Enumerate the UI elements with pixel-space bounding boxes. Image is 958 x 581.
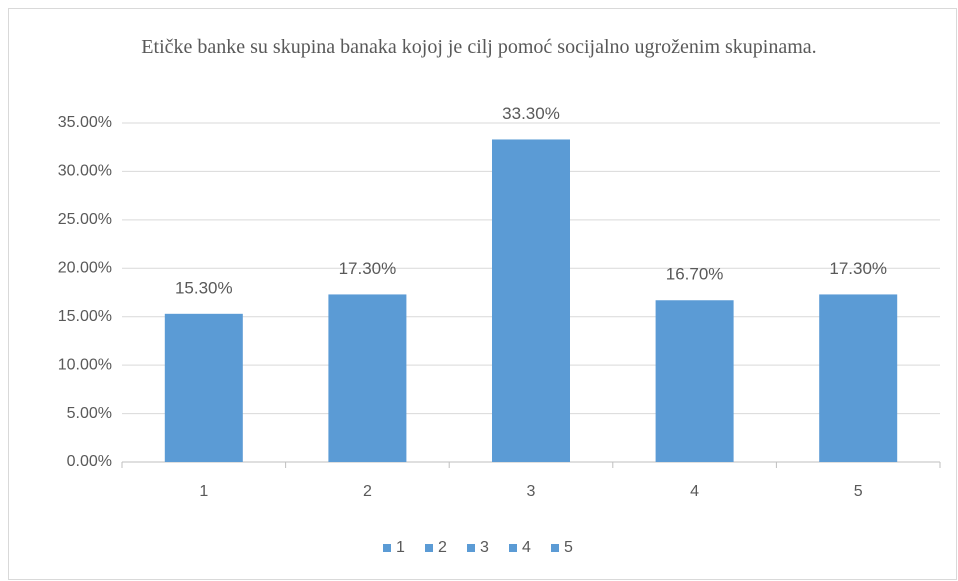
- legend-label: 2: [438, 539, 447, 556]
- y-tick-label: 25.00%: [58, 211, 112, 228]
- data-label: 16.70%: [666, 265, 724, 284]
- legend-swatch: [551, 544, 559, 552]
- bar: [819, 294, 898, 462]
- x-tick-label: 5: [854, 483, 863, 500]
- x-tick-label: 4: [690, 483, 699, 500]
- bar: [164, 313, 243, 462]
- legend-label: 1: [396, 539, 405, 556]
- y-tick-label: 20.00%: [58, 260, 112, 277]
- legend-label: 4: [522, 539, 531, 556]
- bar: [328, 294, 407, 462]
- data-label: 17.30%: [339, 259, 397, 278]
- chart-frame: [8, 8, 957, 580]
- y-tick-label: 5.00%: [67, 405, 112, 422]
- y-tick-label: 0.00%: [67, 453, 112, 470]
- bar: [655, 300, 734, 462]
- legend-label: 5: [564, 539, 573, 556]
- legend-swatch: [425, 544, 433, 552]
- y-tick-label: 15.00%: [58, 308, 112, 325]
- x-tick-label: 2: [363, 483, 372, 500]
- bar: [492, 139, 570, 463]
- data-label: 17.30%: [829, 259, 887, 278]
- data-label: 33.30%: [502, 104, 560, 123]
- legend-label: 3: [480, 539, 489, 556]
- y-tick-label: 30.00%: [58, 163, 112, 180]
- y-tick-label: 10.00%: [58, 356, 112, 373]
- legend-swatch: [467, 544, 475, 552]
- legend-swatch: [509, 544, 517, 552]
- x-tick-label: 1: [199, 483, 208, 500]
- x-tick-label: 3: [527, 483, 536, 500]
- legend-swatch: [383, 544, 391, 552]
- chart-title: Etičke banke su skupina banaka kojoj je …: [141, 36, 817, 58]
- y-tick-label: 35.00%: [58, 114, 112, 131]
- data-label: 15.30%: [175, 278, 233, 297]
